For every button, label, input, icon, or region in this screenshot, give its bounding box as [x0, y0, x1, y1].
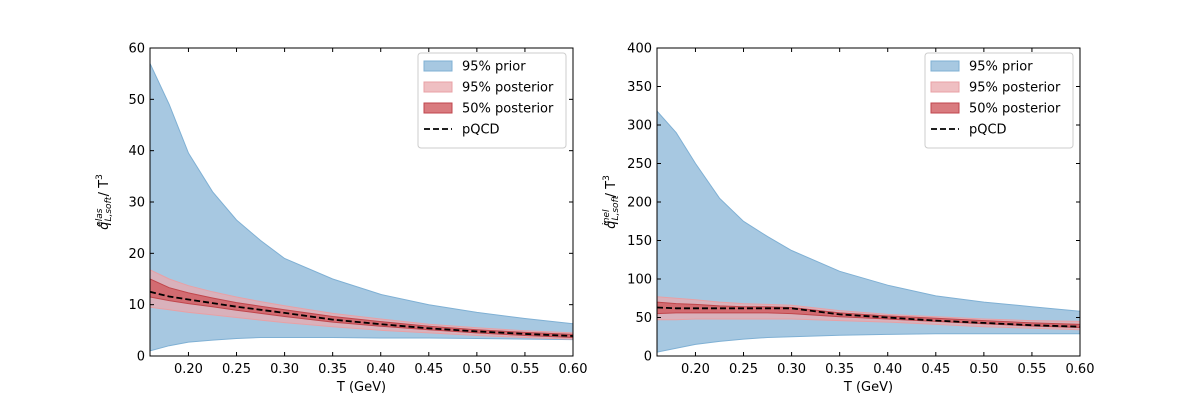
axis-ticks-elastic: 0.20 0.25 0.30 0.35 0.40 0.45 0.50 0.55 0.60 0 10 2… — [128, 42, 587, 378]
legend-inelastic: 95% prior 95% posterior 50% posterior pQCD — [924, 52, 1074, 149]
x-tick-label: 0.45 — [921, 362, 950, 377]
x-tick-label: 0.20 — [681, 362, 710, 377]
x-axis-label-inelastic: T (GeV) — [843, 380, 893, 395]
y-label-suffix-sup: 3 — [602, 175, 612, 181]
y-axis-label-inelastic: q̂L,softinel / T3 — [602, 175, 621, 229]
y-tick-label: 50 — [128, 93, 145, 108]
x-tick-label: 0.55 — [510, 362, 539, 377]
legend-swatch-post50 — [423, 102, 453, 114]
y-tick-label: 20 — [128, 247, 145, 262]
plot-frame-elastic — [149, 47, 574, 357]
legend-label: 95% posterior — [969, 81, 1061, 96]
pqcd-line — [657, 306, 1080, 328]
x-tick-label: 0.25 — [222, 362, 251, 377]
y-label-main: q̂ — [604, 221, 619, 229]
legend-elastic: 95% prior 95% posterior 50% posterior pQCD — [417, 52, 567, 149]
y-label-main: q̂ — [97, 222, 112, 230]
plot-area-inelastic — [657, 110, 1080, 353]
legend-box — [924, 52, 1074, 149]
y-tick-label: 50 — [635, 311, 652, 326]
x-tick-label: 0.55 — [1017, 362, 1046, 377]
band-post50 — [657, 301, 1080, 329]
y-axis-label-elastic: q̂L,softelas / T3 — [95, 174, 114, 230]
x-tick-label: 0.45 — [414, 362, 443, 377]
legend-box — [417, 52, 567, 149]
y-tick-label: 250 — [627, 157, 652, 172]
x-tick-label: 0.25 — [729, 362, 758, 377]
x-tick-label: 0.50 — [969, 362, 998, 377]
y-tick-label: 10 — [128, 298, 145, 313]
y-tick-label: 30 — [128, 196, 145, 211]
x-tick-label: 0.60 — [559, 362, 588, 377]
x-axis-label-elastic: T (GeV) — [336, 380, 386, 395]
y-tick-label: 100 — [627, 273, 652, 288]
y-tick-label: 0 — [644, 350, 652, 365]
legend-swatch-post95 — [423, 81, 453, 93]
legend-label: pQCD — [462, 123, 500, 138]
legend-label: 50% posterior — [462, 102, 554, 117]
pqcd-line — [150, 290, 573, 337]
legend-label: 95% prior — [462, 60, 526, 75]
band-post50 — [150, 278, 573, 339]
y-label-sub: L,soft — [611, 195, 621, 220]
legend-swatch-prior95 — [423, 60, 453, 72]
y-label-sup: elas — [95, 208, 105, 227]
legend-swatch-post95 — [930, 81, 960, 93]
chart-panel-elastic: 0.20 0.25 0.30 0.35 0.40 0.45 0.50 0.55 0.60 0 10 2… — [95, 42, 587, 396]
band-prior95 — [150, 63, 573, 352]
y-label-suffix-sup: 3 — [95, 174, 105, 180]
y-tick-label: 40 — [128, 144, 145, 159]
x-tick-label: 0.50 — [462, 362, 491, 377]
y-tick-label: 400 — [627, 42, 652, 57]
x-tick-label: 0.40 — [366, 362, 395, 377]
x-tick-label: 0.20 — [174, 362, 203, 377]
legend-swatch-prior95 — [930, 60, 960, 72]
y-tick-label: 300 — [627, 119, 652, 134]
y-label-suffix: / T — [604, 181, 619, 202]
band-prior95 — [657, 110, 1080, 353]
legend-label: 50% posterior — [969, 102, 1061, 117]
y-tick-label: 350 — [627, 80, 652, 95]
y-label-suffix: / T — [97, 180, 112, 201]
legend-swatch-post50 — [930, 102, 960, 114]
y-label-sub: L,soft — [104, 196, 114, 221]
y-tick-label: 0 — [137, 350, 145, 365]
chart-panel-inelastic: 0.20 0.25 0.30 0.35 0.40 0.45 0.50 0.55 0.60 0 50 1… — [602, 42, 1094, 396]
plot-frame-inelastic — [656, 47, 1081, 357]
y-tick-label: 60 — [128, 42, 145, 57]
x-tick-label: 0.60 — [1066, 362, 1095, 377]
legend-label: pQCD — [969, 123, 1007, 138]
x-tick-label: 0.35 — [318, 362, 347, 377]
x-tick-label: 0.35 — [825, 362, 854, 377]
x-tick-label: 0.40 — [873, 362, 902, 377]
y-label-sup: inel — [602, 209, 612, 226]
legend-label: 95% posterior — [462, 81, 554, 96]
axis-ticks-inelastic: 0.20 0.25 0.30 0.35 0.40 0.45 0.50 0.55 0.60 0 50 1… — [627, 42, 1094, 378]
x-tick-label: 0.30 — [777, 362, 806, 377]
y-tick-label: 200 — [627, 196, 652, 211]
y-tick-label: 150 — [627, 234, 652, 249]
x-tick-label: 0.30 — [270, 362, 299, 377]
legend-label: 95% prior — [969, 60, 1033, 75]
plot-area-elastic — [150, 63, 573, 352]
